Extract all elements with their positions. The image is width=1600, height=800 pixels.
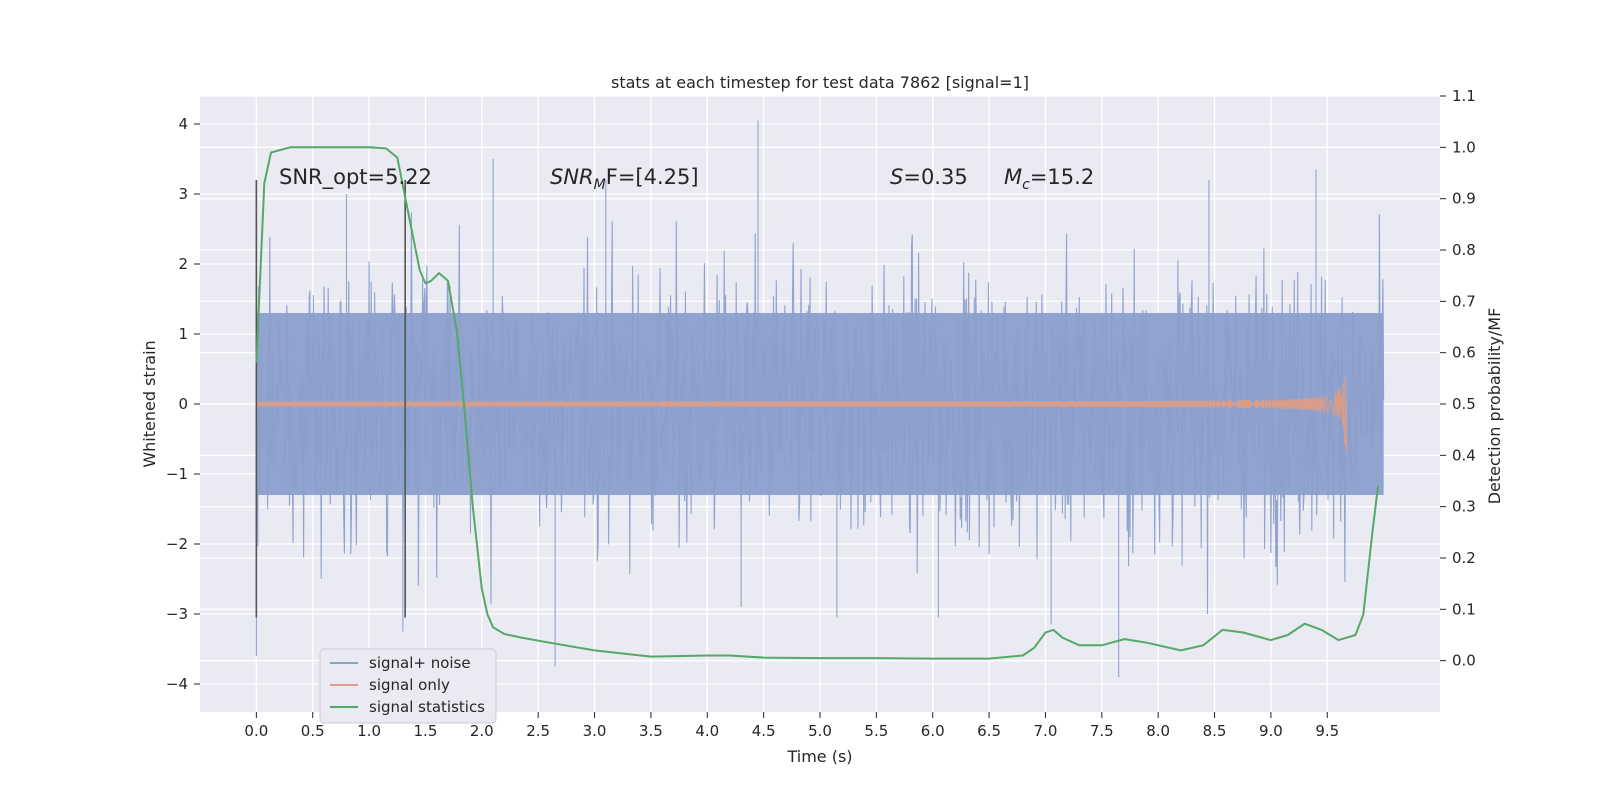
x-tick-label: 7.5	[1090, 722, 1114, 740]
annotation-mc: Mc=15.2	[1004, 165, 1094, 193]
x-tick-label: 0.5	[301, 722, 325, 740]
x-tick-label: 5.0	[808, 722, 832, 740]
statistics-line	[255, 146, 1379, 660]
y2-tick-label: 0.9	[1452, 190, 1476, 208]
mc-sub: c	[1022, 177, 1030, 193]
y-tick-label: 0	[178, 395, 188, 413]
y2-tick-label: 0.8	[1452, 241, 1476, 259]
y-tick-label: 3	[178, 185, 188, 203]
y-ticks: −4 −3 −2 −1 0 1 2 3 4	[166, 115, 200, 693]
y2-tick-label: 0.0	[1452, 652, 1476, 670]
chart-title: stats at each timestep for test data 786…	[611, 73, 1029, 92]
snr-mf-base: SNR	[550, 165, 594, 189]
y2-tick-label: 0.4	[1452, 446, 1476, 464]
series-signal-statistics	[255, 146, 1379, 660]
x-tick-label: 8.5	[1203, 722, 1227, 740]
legend-label-signal-statistics: signal statistics	[369, 698, 485, 716]
x-tick-label: 5.5	[864, 722, 888, 740]
x-tick-label: 3.5	[639, 722, 663, 740]
x-tick-label: 7.0	[1034, 722, 1058, 740]
legend-box	[319, 648, 497, 724]
x-tick-label: 6.5	[977, 722, 1001, 740]
chirp-trace	[255, 377, 1348, 452]
y-tick-label: −2	[166, 535, 188, 553]
y2-tick-label: 0.7	[1452, 292, 1476, 310]
legend-label-signal-only: signal only	[369, 676, 450, 694]
vertical-markers	[255, 180, 406, 618]
y2-tick-label: 1.1	[1452, 87, 1476, 105]
s-val: =0.35	[903, 165, 967, 189]
y-axis-label: Whitened strain	[140, 340, 159, 467]
y-tick-label: 1	[178, 325, 188, 343]
legend-label-signal-noise: signal+ noise	[369, 654, 471, 672]
y-tick-label: −1	[166, 465, 188, 483]
y-tick-label: −4	[166, 675, 188, 693]
y2-ticks: 0.0 0.1 0.2 0.3 0.4 0.5 0.6 0.7 0.8 0.9 1.0 1.1	[1440, 87, 1476, 670]
x-tick-label: 1.0	[357, 722, 381, 740]
y2-tick-label: 0.3	[1452, 498, 1476, 516]
x-tick-label: 1.5	[414, 722, 438, 740]
x-tick-label: 8.0	[1146, 722, 1170, 740]
y2-tick-label: 0.6	[1452, 344, 1476, 362]
y2-tick-label: 0.5	[1452, 395, 1476, 413]
snr-mf-rest: F=[4.25]	[606, 165, 699, 189]
mc-var: M	[1004, 165, 1022, 189]
x-tick-label: 9.5	[1315, 722, 1339, 740]
annotation-snr-mf: SNRMF=[4.25]	[550, 165, 699, 193]
mc-val: =15.2	[1030, 165, 1094, 189]
s-var: S	[890, 165, 903, 189]
y-tick-label: 4	[178, 115, 188, 133]
x-ticks: 0.0 0.5 1.0 1.5 2.0 2.5 3.0 3.5 4.0 4.5 5.0 5.5 6.0 6…	[244, 712, 1339, 740]
annotation-s: S=0.35	[890, 165, 968, 189]
annotation-snr-opt: SNR_opt=5.22	[279, 165, 432, 190]
x-axis-label: Time (s)	[786, 747, 852, 766]
y-tick-label: −3	[166, 605, 188, 623]
x-tick-label: 9.0	[1259, 722, 1283, 740]
y2-axis-label: Detection probability/MF	[1485, 308, 1504, 505]
snr-mf-sub: M	[594, 177, 606, 193]
x-tick-label: 4.5	[752, 722, 776, 740]
x-tick-label: 0.0	[244, 722, 268, 740]
legend: signal+ noise signal only signal statist…	[319, 648, 497, 724]
x-tick-label: 6.0	[921, 722, 945, 740]
y-tick-label: 2	[178, 255, 188, 273]
y2-tick-label: 1.0	[1452, 138, 1476, 156]
y2-tick-label: 0.1	[1452, 600, 1476, 618]
x-tick-label: 2.5	[526, 722, 550, 740]
x-tick-label: 2.0	[470, 722, 494, 740]
x-tick-label: 3.0	[583, 722, 607, 740]
y2-tick-label: 0.2	[1452, 549, 1476, 567]
series-signal-only	[255, 377, 1348, 452]
x-tick-label: 4.0	[695, 722, 719, 740]
